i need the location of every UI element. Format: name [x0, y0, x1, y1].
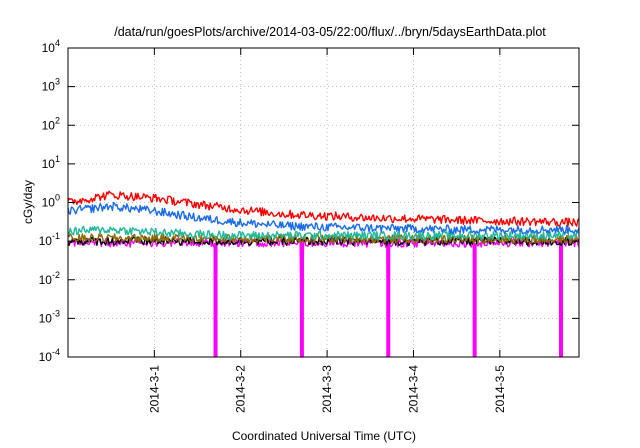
series-line	[67, 225, 580, 241]
series-line	[67, 233, 580, 245]
y-tick-label: 103	[42, 77, 60, 94]
x-tick-label: 2014-3-2	[234, 365, 248, 413]
series-line	[67, 201, 580, 235]
series-layer	[67, 190, 580, 358]
series-line	[67, 190, 580, 228]
x-tick-label: 2014-3-3	[320, 365, 334, 413]
y-tick-label: 101	[42, 154, 60, 171]
chart-title: /data/run/goesPlots/archive/2014-03-05/2…	[114, 25, 546, 39]
x-axis-label: Coordinated Universal Time (UTC)	[232, 429, 416, 443]
y-tick-label: 102	[42, 115, 60, 132]
y-axis-label: cGy/day	[21, 180, 35, 224]
x-tick-labels: 2014-3-1 2014-3-2 2014-3-3 2014-3-4 2014-3-5	[147, 365, 506, 413]
y-tick-label: 10-1	[39, 231, 60, 248]
x-tick-label: 2014-3-5	[493, 365, 507, 413]
y-tick-label: 10-2	[39, 270, 60, 287]
x-tick-label: 2014-3-4	[406, 365, 420, 413]
y-tick-label: 10-3	[39, 308, 60, 325]
y-tick-label: 104	[42, 38, 60, 55]
ticks	[68, 47, 579, 358]
y-tick-label: 10-4	[39, 347, 60, 364]
x-tick-label: 2014-3-1	[147, 365, 161, 413]
y-tick-labels: 10-4 10-3 10-2 10-1 100 101 102 103 104	[39, 38, 60, 364]
y-tick-label: 100	[42, 193, 60, 210]
